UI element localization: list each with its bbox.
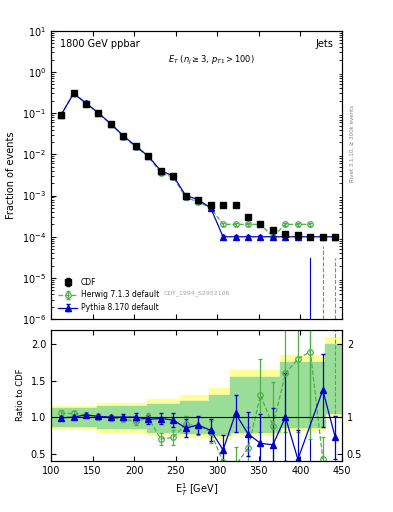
- Text: Rivet 3.1.10, ≥ 300k events: Rivet 3.1.10, ≥ 300k events: [350, 105, 355, 182]
- Y-axis label: Fraction of events: Fraction of events: [6, 131, 17, 219]
- Text: $E_T$ ($n_j \geq 3$, $p_{T1}>100$): $E_T$ ($n_j \geq 3$, $p_{T1}>100$): [167, 54, 255, 67]
- X-axis label: E$_T^1$ [GeV]: E$_T^1$ [GeV]: [175, 481, 218, 498]
- Y-axis label: Ratio to CDF: Ratio to CDF: [16, 369, 25, 421]
- Text: Jets: Jets: [315, 39, 333, 49]
- Text: CDF_1994_S2952106: CDF_1994_S2952106: [163, 290, 230, 296]
- Legend: CDF, Herwig 7.1.3 default, Pythia 8.170 default: CDF, Herwig 7.1.3 default, Pythia 8.170 …: [55, 274, 162, 315]
- Text: 1800 GeV ppbar: 1800 GeV ppbar: [60, 39, 140, 49]
